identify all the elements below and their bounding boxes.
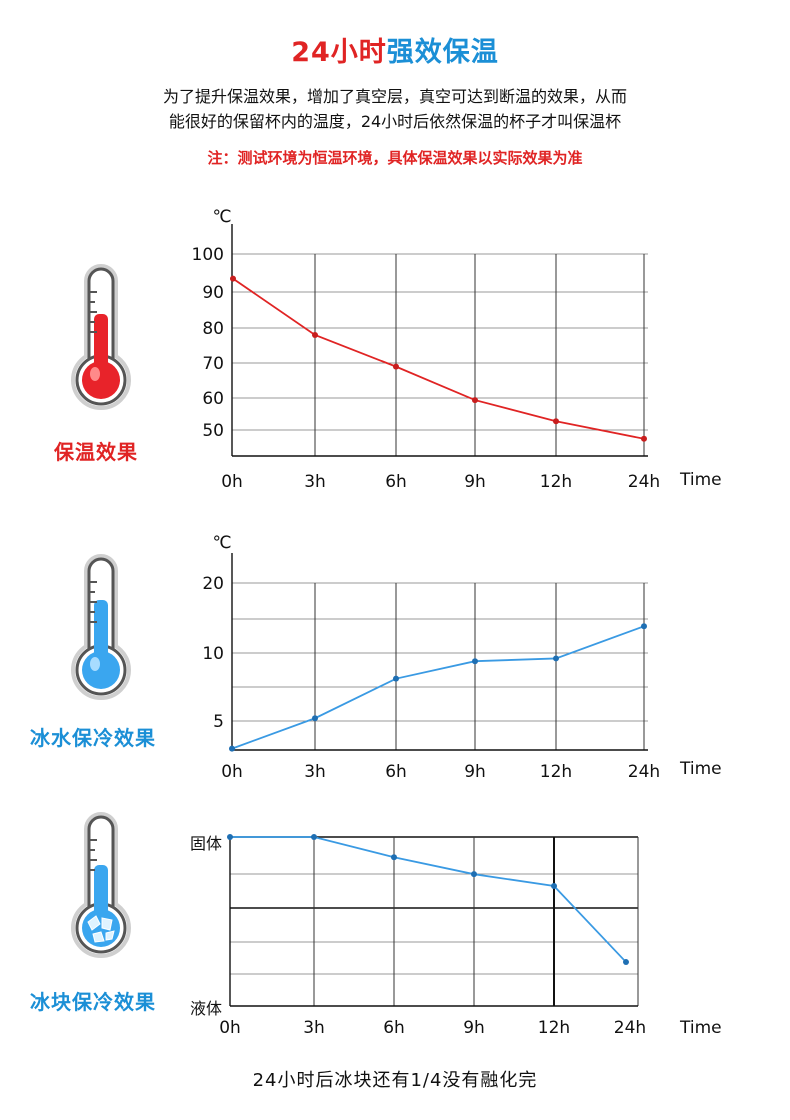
chart-icewater-cooling: ℃ 20 10 5 0h 3h 6h 9h 12h 24h Time bbox=[202, 533, 722, 782]
description-line-1: 为了提升保温效果，增加了真空层，真空可达到断温的效果，从而 bbox=[162, 87, 627, 106]
x-axis-title: Time bbox=[679, 470, 722, 490]
description-line-2: 能很好的保留杯内的温度，24小时后依然保温的杯子才叫保温杯 bbox=[168, 112, 622, 131]
data-point bbox=[641, 435, 647, 442]
section-label-icewater: 冰水保冷效果 bbox=[30, 726, 156, 750]
blue-thermometer-icon bbox=[71, 554, 131, 700]
title-part-blue: 强效保温 bbox=[386, 37, 499, 68]
x-tick-label: 12h bbox=[538, 1018, 570, 1038]
data-point bbox=[471, 871, 477, 878]
red-thermometer-icon bbox=[71, 264, 131, 410]
x-tick-label: 0h bbox=[221, 762, 243, 782]
x-tick-label: 12h bbox=[540, 762, 572, 782]
x-tick-label: 6h bbox=[385, 472, 407, 492]
data-point bbox=[312, 715, 318, 722]
x-tick-label: 0h bbox=[221, 472, 243, 492]
series-line bbox=[232, 277, 645, 440]
data-point bbox=[551, 883, 557, 890]
x-tick-label: 12h bbox=[540, 472, 572, 492]
y-tick-label: 5 bbox=[213, 712, 224, 732]
x-tick-label: 9h bbox=[463, 1018, 485, 1038]
x-tick-label: 24h bbox=[628, 762, 660, 782]
section-label-heat: 保温效果 bbox=[54, 440, 138, 464]
x-tick-label: 3h bbox=[303, 1018, 325, 1038]
grid bbox=[230, 836, 639, 1007]
data-point bbox=[472, 397, 478, 404]
x-tick-label: 3h bbox=[304, 762, 326, 782]
data-point bbox=[553, 655, 559, 662]
x-tick-label: 9h bbox=[464, 762, 486, 782]
y-axis-unit: ℃ bbox=[212, 533, 231, 553]
data-point bbox=[230, 275, 236, 282]
series-line bbox=[231, 625, 645, 750]
x-tick-label: 6h bbox=[385, 762, 407, 782]
data-point bbox=[393, 363, 399, 370]
y-tick-label: 20 bbox=[202, 574, 224, 594]
data-point bbox=[623, 959, 629, 966]
series-line bbox=[230, 836, 627, 963]
y-tick-label: 50 bbox=[202, 421, 224, 441]
x-tick-label: 0h bbox=[219, 1018, 241, 1038]
section-label-iceblock: 冰块保冷效果 bbox=[30, 990, 156, 1014]
data-point bbox=[229, 745, 235, 752]
data-point bbox=[553, 418, 559, 425]
title-part-red: 24小时 bbox=[291, 37, 387, 68]
x-tick-label: 24h bbox=[628, 472, 660, 492]
x-axis-title: Time bbox=[679, 759, 722, 779]
test-note: 注：测试环境为恒温环境，具体保温效果以实际效果为准 bbox=[207, 149, 583, 167]
data-point bbox=[311, 834, 317, 840]
x-tick-label: 3h bbox=[304, 472, 326, 492]
x-tick-label: 6h bbox=[383, 1018, 405, 1038]
y-tick-label: 60 bbox=[202, 389, 224, 409]
x-tick-label: 24h bbox=[614, 1018, 646, 1038]
y-tick-label: 70 bbox=[202, 354, 224, 374]
grid bbox=[232, 253, 648, 457]
x-axis-title: Time bbox=[679, 1018, 722, 1038]
data-point bbox=[227, 834, 233, 840]
chart-heat-retention: ℃ 100 90 80 70 60 50 0h 3h 6h 9h 12h 24h Time bbox=[192, 207, 722, 492]
y-tick-label: 固体 bbox=[190, 834, 222, 853]
footer-caption: 24小时后冰块还有1/4没有融化完 bbox=[252, 1070, 538, 1091]
data-point bbox=[641, 623, 647, 630]
data-point bbox=[393, 675, 399, 682]
y-axis-unit: ℃ bbox=[212, 207, 231, 227]
data-point bbox=[472, 658, 478, 665]
y-tick-label: 90 bbox=[202, 283, 224, 303]
data-point bbox=[391, 854, 397, 861]
ice-thermometer-icon bbox=[71, 812, 131, 958]
page-title: 24小时强效保温 bbox=[0, 30, 790, 69]
y-tick-label: 液体 bbox=[190, 999, 222, 1018]
x-tick-label: 9h bbox=[464, 472, 486, 492]
data-point bbox=[312, 331, 318, 338]
y-tick-label: 80 bbox=[202, 319, 224, 339]
y-tick-label: 10 bbox=[202, 644, 224, 664]
y-tick-label: 100 bbox=[192, 245, 224, 265]
